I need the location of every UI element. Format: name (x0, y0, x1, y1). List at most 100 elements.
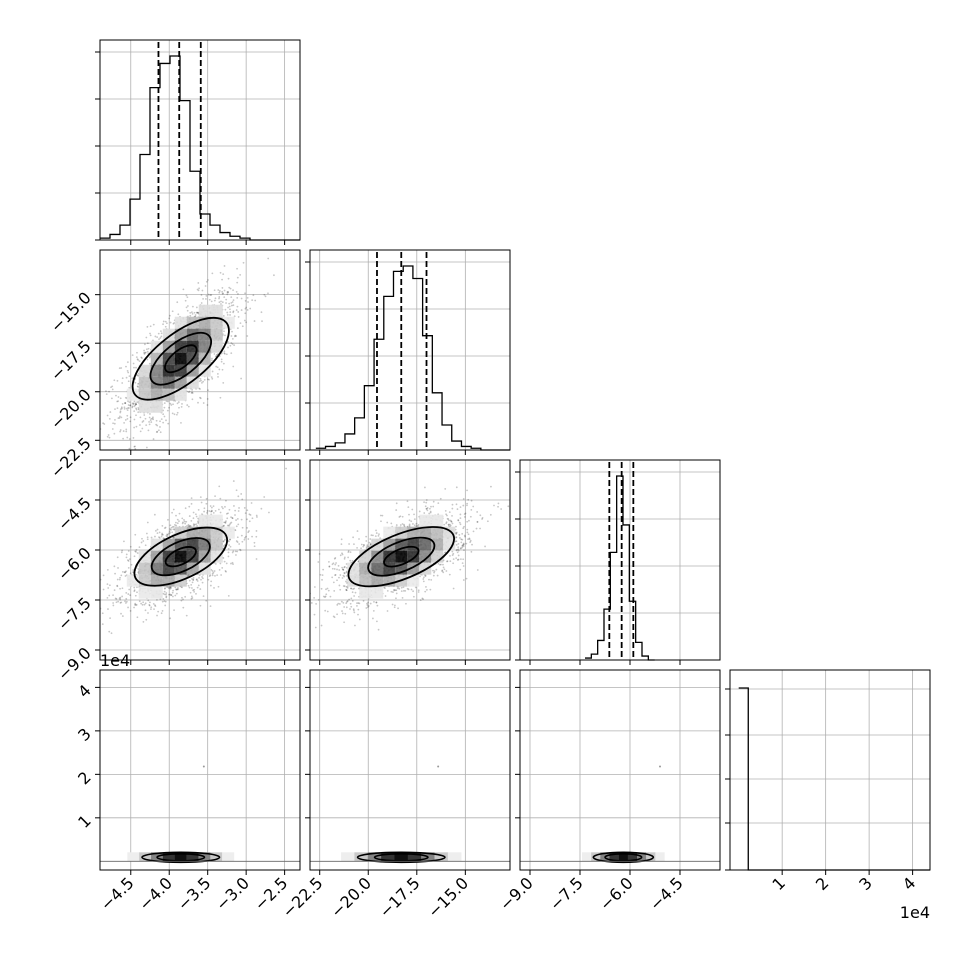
sample-point (234, 334, 237, 337)
sample-point (136, 385, 139, 388)
sample-point (125, 407, 128, 410)
sample-point (204, 285, 207, 287)
sample-point (200, 578, 202, 581)
sample-point (163, 590, 166, 593)
sample-point (171, 511, 173, 514)
sample-point (425, 499, 428, 501)
sample-point (425, 507, 428, 510)
density-cell (174, 550, 187, 563)
sample-point (129, 416, 132, 419)
sample-point (223, 296, 226, 299)
sample-point (205, 599, 208, 602)
sample-point (190, 595, 193, 598)
sample-point (242, 261, 245, 264)
sample-point (125, 570, 127, 573)
sample-point (128, 447, 131, 450)
sample-point (342, 569, 345, 571)
sample-point (197, 401, 199, 404)
sample-point (134, 403, 137, 406)
sample-point (218, 485, 221, 488)
sample-point (219, 562, 222, 565)
sample-point (192, 577, 195, 579)
sample-point (198, 380, 201, 383)
sample-point (251, 299, 254, 302)
sample-point (186, 524, 188, 527)
sample-point (413, 518, 416, 520)
sample-point (393, 606, 396, 609)
sample-point (221, 287, 224, 289)
sample-point (116, 400, 119, 403)
sample-point (192, 578, 195, 581)
sample-point (267, 257, 270, 260)
sample-point (162, 320, 165, 323)
sample-point (338, 603, 341, 605)
sample-point (236, 518, 239, 520)
sample-point (231, 301, 234, 303)
sample-point (182, 598, 184, 601)
sample-point (144, 343, 146, 346)
sample-point (135, 403, 137, 406)
sample-point (425, 501, 428, 504)
sample-point (211, 370, 214, 373)
sample-point (366, 604, 369, 607)
sample-point (341, 568, 344, 571)
sample-point (194, 513, 197, 516)
sample-point (195, 306, 198, 309)
sample-point (221, 505, 223, 508)
sample-point (161, 532, 164, 535)
sample-point (244, 312, 247, 315)
sample-point (225, 298, 228, 301)
sample-point (229, 545, 232, 548)
sample-point (233, 344, 236, 347)
sample-point (222, 315, 225, 317)
sample-point (236, 536, 239, 539)
sample-point (189, 524, 191, 527)
sample-point (188, 525, 190, 527)
sample-point (126, 417, 129, 420)
sample-point (467, 533, 470, 536)
sample-point (101, 612, 104, 615)
sample-point (167, 586, 169, 589)
panel-frame (99, 249, 301, 451)
sample-point (366, 602, 368, 605)
sample-point (398, 587, 401, 590)
sample-point (169, 617, 172, 620)
sample-point (140, 541, 143, 544)
sample-point (175, 588, 178, 591)
density-cell (210, 316, 223, 329)
sample-point (158, 531, 161, 534)
sample-point (196, 288, 199, 291)
sample-point (117, 400, 120, 403)
sample-point (363, 544, 366, 547)
sample-point (210, 580, 213, 583)
sample-point (134, 445, 136, 448)
panel-frame (519, 459, 721, 661)
sample-point (462, 545, 465, 548)
sample-point (224, 308, 227, 311)
sample-point (176, 588, 179, 591)
sample-point (227, 547, 230, 550)
sample-point (419, 575, 421, 578)
sample-point (182, 288, 185, 291)
sample-point (246, 509, 249, 512)
sample-point (436, 574, 439, 577)
sample-point (137, 385, 139, 388)
sample-point (109, 617, 111, 620)
sample-point (410, 520, 413, 523)
sample-point (228, 544, 231, 547)
sample-point (236, 541, 239, 544)
sample-point (191, 391, 193, 394)
sample-point (129, 572, 132, 575)
sample-point (133, 586, 136, 589)
density-cell (198, 328, 211, 341)
sample-point (367, 605, 370, 607)
sample-point (158, 536, 160, 539)
sample-point (125, 600, 128, 603)
sample-point (215, 365, 218, 368)
sample-point (141, 357, 143, 359)
sample-point (103, 423, 106, 425)
sample-point (261, 320, 263, 323)
sample-point (172, 508, 175, 511)
sample-point (141, 603, 144, 606)
sample-point (345, 575, 348, 577)
